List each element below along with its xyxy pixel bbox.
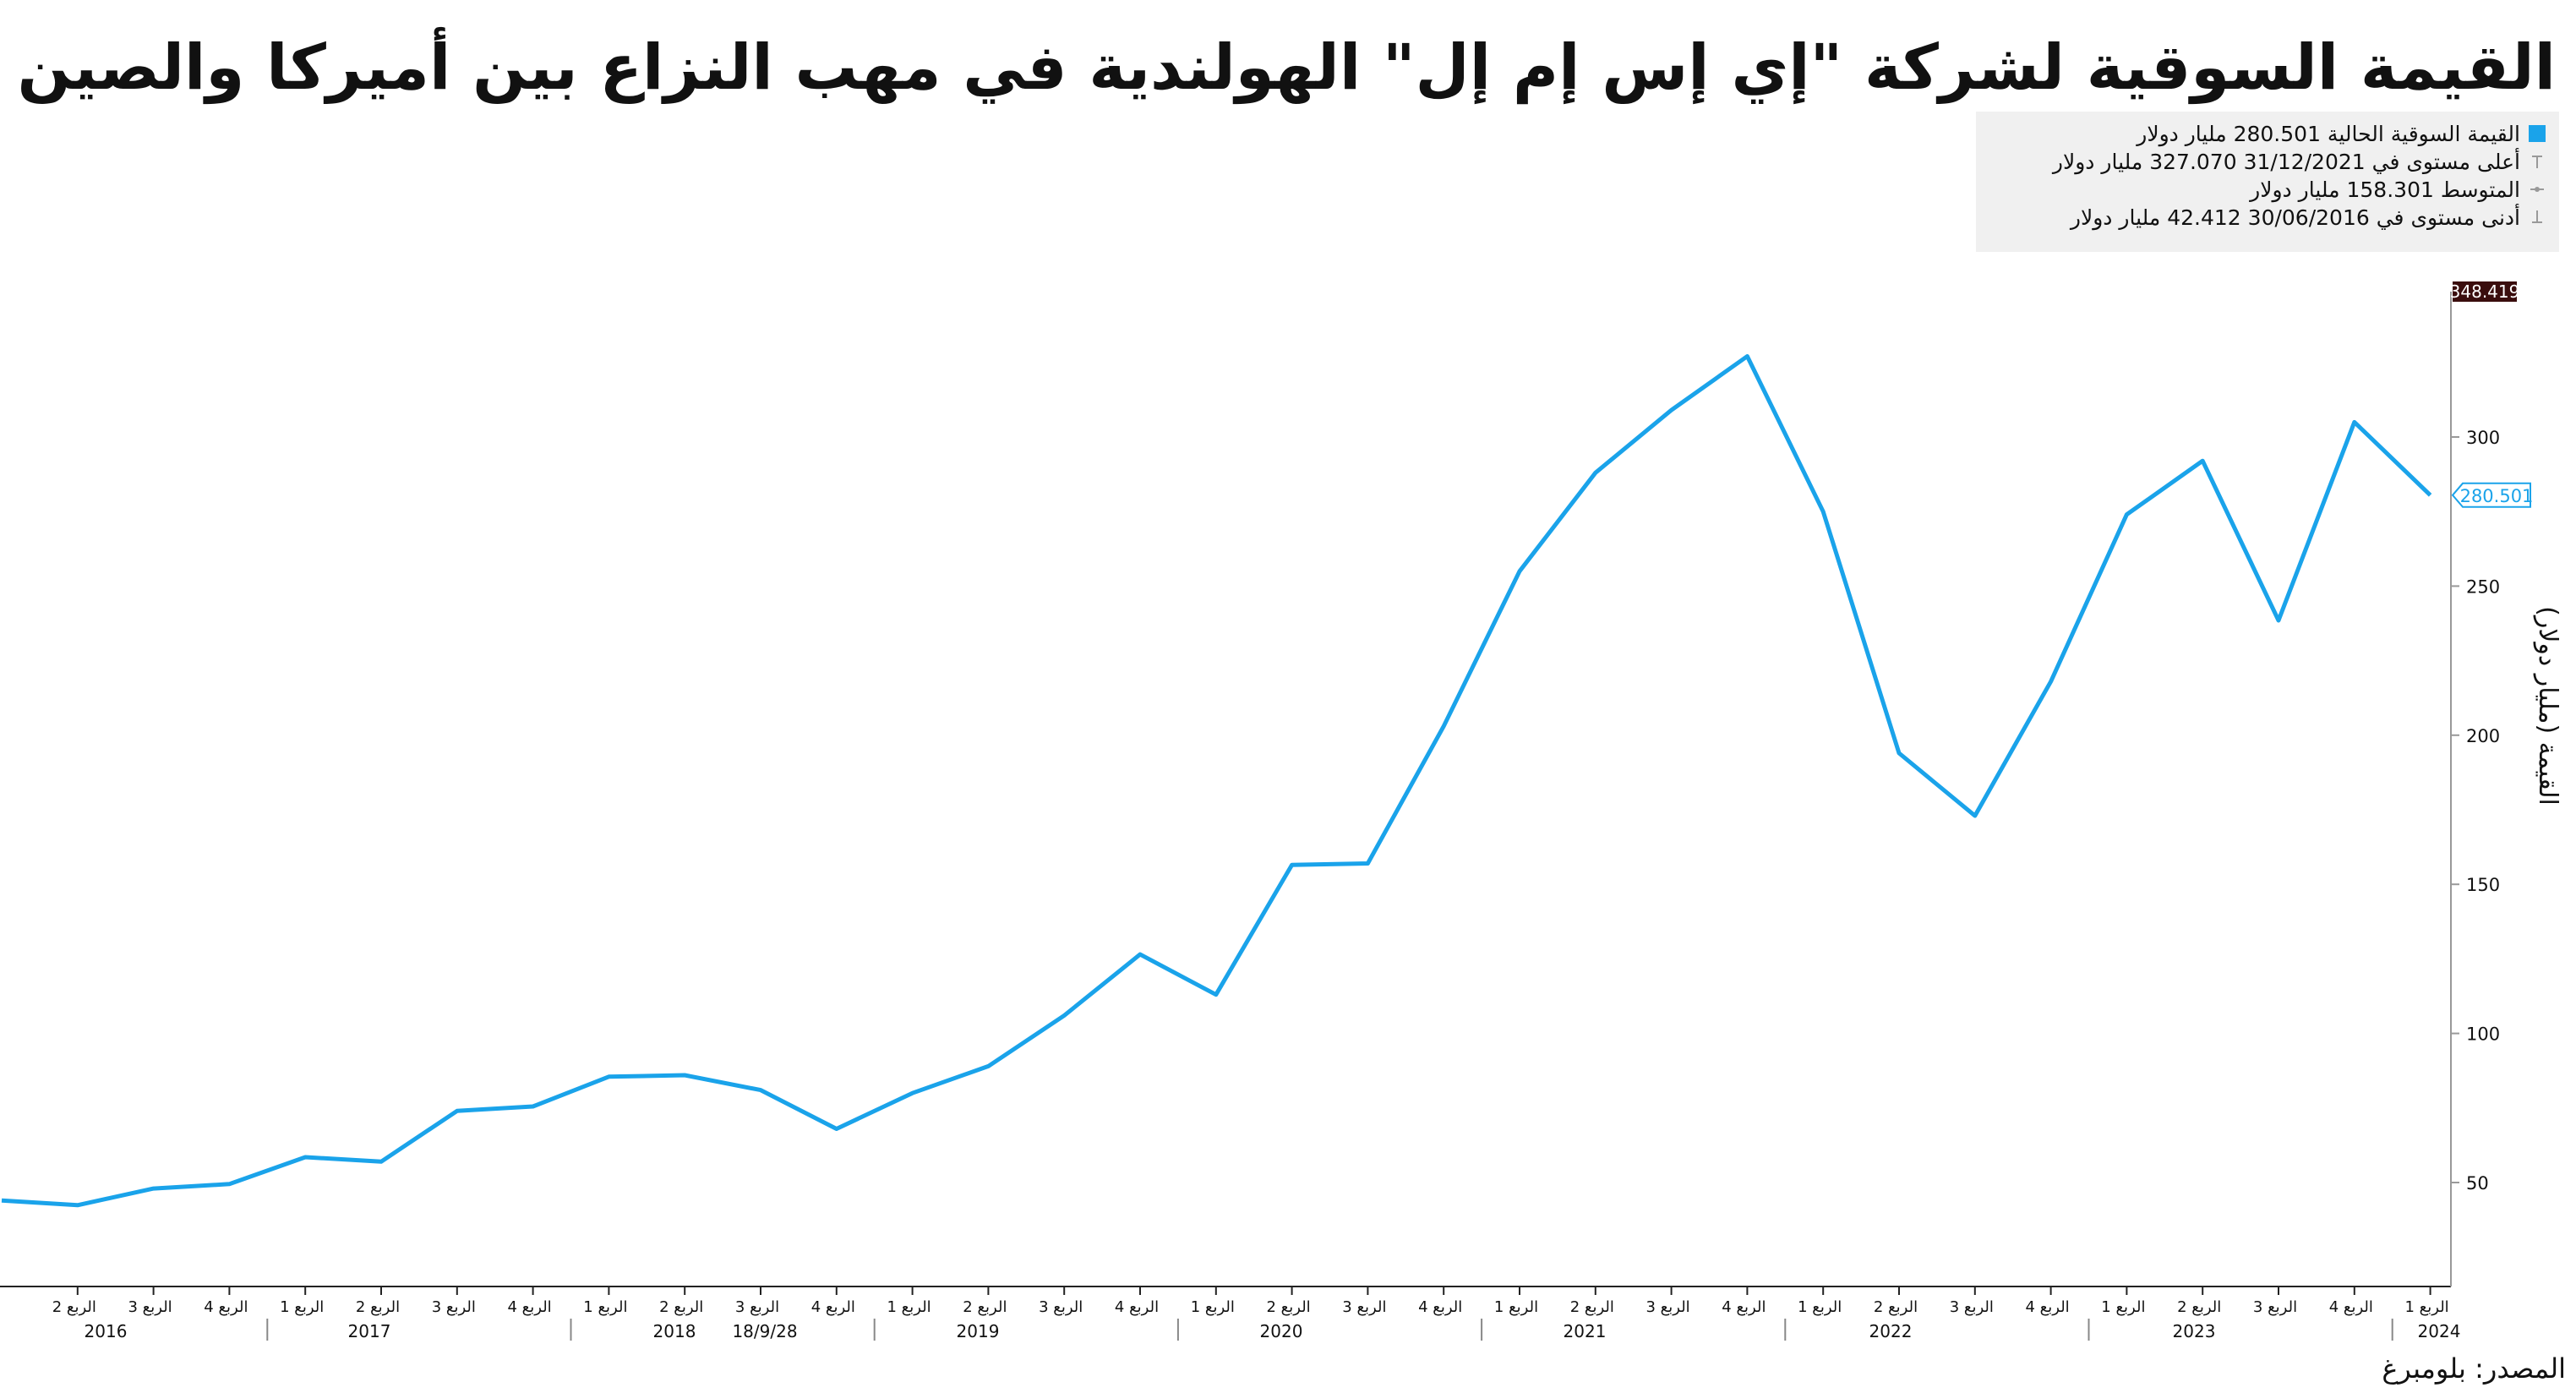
average-marker-icon bbox=[2530, 187, 2544, 192]
x-tick-label: الربع 4 bbox=[811, 1298, 855, 1316]
legend-item-max: أعلى مستوى في 31/12/2021 327.070 مليار د… bbox=[1976, 148, 2559, 176]
legend-item-current: القيمة السوقية الحالية 280.501 مليار دول… bbox=[1976, 120, 2559, 148]
x-tick-label: الربع 3 bbox=[1950, 1298, 1994, 1316]
legend: القيمة السوقية الحالية 280.501 مليار دول… bbox=[1976, 112, 2559, 252]
market-cap-line bbox=[1, 354, 2432, 1208]
x-tick-label: الربع 4 bbox=[508, 1298, 552, 1316]
x-tick-label: الربع 4 bbox=[2329, 1298, 2373, 1316]
value-labels: 348.419 280.501 bbox=[2450, 281, 2534, 508]
y-tick-label: 250 bbox=[2466, 576, 2500, 597]
x-tick-label: الربع 2 bbox=[1874, 1298, 1918, 1316]
x-tick-label: الربع 3 bbox=[1342, 1298, 1386, 1316]
x-tick-label: الربع 1 bbox=[280, 1298, 324, 1316]
current-value-text: 280.501 bbox=[2460, 486, 2534, 506]
legend-item-average: المتوسط 158.301 مليار دولار bbox=[1976, 176, 2559, 204]
x-tick-label: الربع 3 bbox=[432, 1298, 476, 1316]
x-tick-label: الربع 3 bbox=[128, 1298, 172, 1316]
x-tick-label: الربع 2 bbox=[2177, 1298, 2221, 1316]
x-tick-label: الربع 1 bbox=[1191, 1298, 1235, 1316]
year-label: 2020 bbox=[1260, 1321, 1303, 1341]
x-tick-label: الربع 4 bbox=[2026, 1298, 2070, 1316]
series-market-cap bbox=[1, 354, 2432, 1208]
x-tick-label: الربع 1 bbox=[887, 1298, 931, 1316]
x-tick-label: الربع 2 bbox=[52, 1298, 96, 1316]
max-value-label: 348.419 bbox=[2450, 281, 2520, 302]
x-tick-label: الربع 1 bbox=[583, 1298, 627, 1316]
year-label: 2018 bbox=[653, 1321, 696, 1341]
x-tick-label: الربع 2 bbox=[963, 1298, 1007, 1316]
x-tick-label: الربع 4 bbox=[1115, 1298, 1159, 1316]
x-tick-label: الربع 1 bbox=[2101, 1298, 2145, 1316]
year-label: 2024 bbox=[2418, 1321, 2461, 1341]
year-label: 2022 bbox=[1869, 1321, 1913, 1341]
year-label: 18/9/28 bbox=[732, 1321, 797, 1341]
year-label: 2023 bbox=[2173, 1321, 2216, 1341]
y-tick-label: 100 bbox=[2466, 1024, 2500, 1045]
x-tick-label: الربع 3 bbox=[2253, 1298, 2297, 1316]
chart-title: القيمة السوقية لشركة "إي إس إم إل" الهول… bbox=[17, 31, 2556, 104]
y-tick-label: 50 bbox=[2466, 1173, 2489, 1194]
x-tick-label: الربع 2 bbox=[659, 1298, 703, 1316]
x-tick-label: الربع 3 bbox=[735, 1298, 779, 1316]
legend-item-min: أدنى مستوى في 30/06/2016 42.412 مليار دو… bbox=[1976, 204, 2559, 232]
max-value-box bbox=[2453, 281, 2517, 302]
x-tick-label: الربع 1 bbox=[1798, 1298, 1842, 1316]
y-tick-label: 150 bbox=[2466, 875, 2500, 895]
max-marker-icon bbox=[2532, 156, 2542, 168]
x-tick-label: الربع 4 bbox=[204, 1298, 248, 1316]
x-tick-label: الربع 1 bbox=[1494, 1298, 1538, 1316]
current-value-box bbox=[2451, 482, 2531, 508]
year-label: 2017 bbox=[348, 1321, 391, 1341]
year-label: 2016 bbox=[85, 1321, 128, 1341]
y-tick-label: 200 bbox=[2466, 726, 2500, 746]
source-note: المصدر: بلومبرغ bbox=[2382, 1352, 2566, 1385]
x-axis: الربع 2 الربع 3 الربع 4 الربع 1 الربع 2 الربع… bbox=[0, 1286, 2460, 1341]
x-tick-label: الربع 2 bbox=[356, 1298, 400, 1316]
y-axis-label: القيمة (مليار دولار) bbox=[2533, 606, 2562, 806]
x-tick-label: الربع 2 bbox=[1570, 1298, 1614, 1316]
x-tick-label: الربع 4 bbox=[1722, 1298, 1766, 1316]
x-tick-label: الربع 3 bbox=[1646, 1298, 1690, 1316]
x-tick-label: الربع 2 bbox=[1267, 1298, 1311, 1316]
x-tick-label: الربع 1 bbox=[2405, 1298, 2449, 1316]
year-label: 2019 bbox=[957, 1321, 1000, 1341]
y-tick-label: 300 bbox=[2466, 428, 2500, 448]
x-tick-label: الربع 3 bbox=[1039, 1298, 1083, 1316]
square-swatch-icon bbox=[2529, 125, 2546, 142]
current-value-label: 280.501 bbox=[2451, 482, 2534, 508]
max-value-text: 348.419 bbox=[2450, 281, 2520, 302]
y-axis: 50 100 150 200 250 300 القيمة (مليار دولار) bbox=[2450, 292, 2562, 1286]
x-tick-label: الربع 4 bbox=[1418, 1298, 1462, 1316]
year-label: 2021 bbox=[1564, 1321, 1607, 1341]
min-marker-icon bbox=[2532, 210, 2542, 223]
